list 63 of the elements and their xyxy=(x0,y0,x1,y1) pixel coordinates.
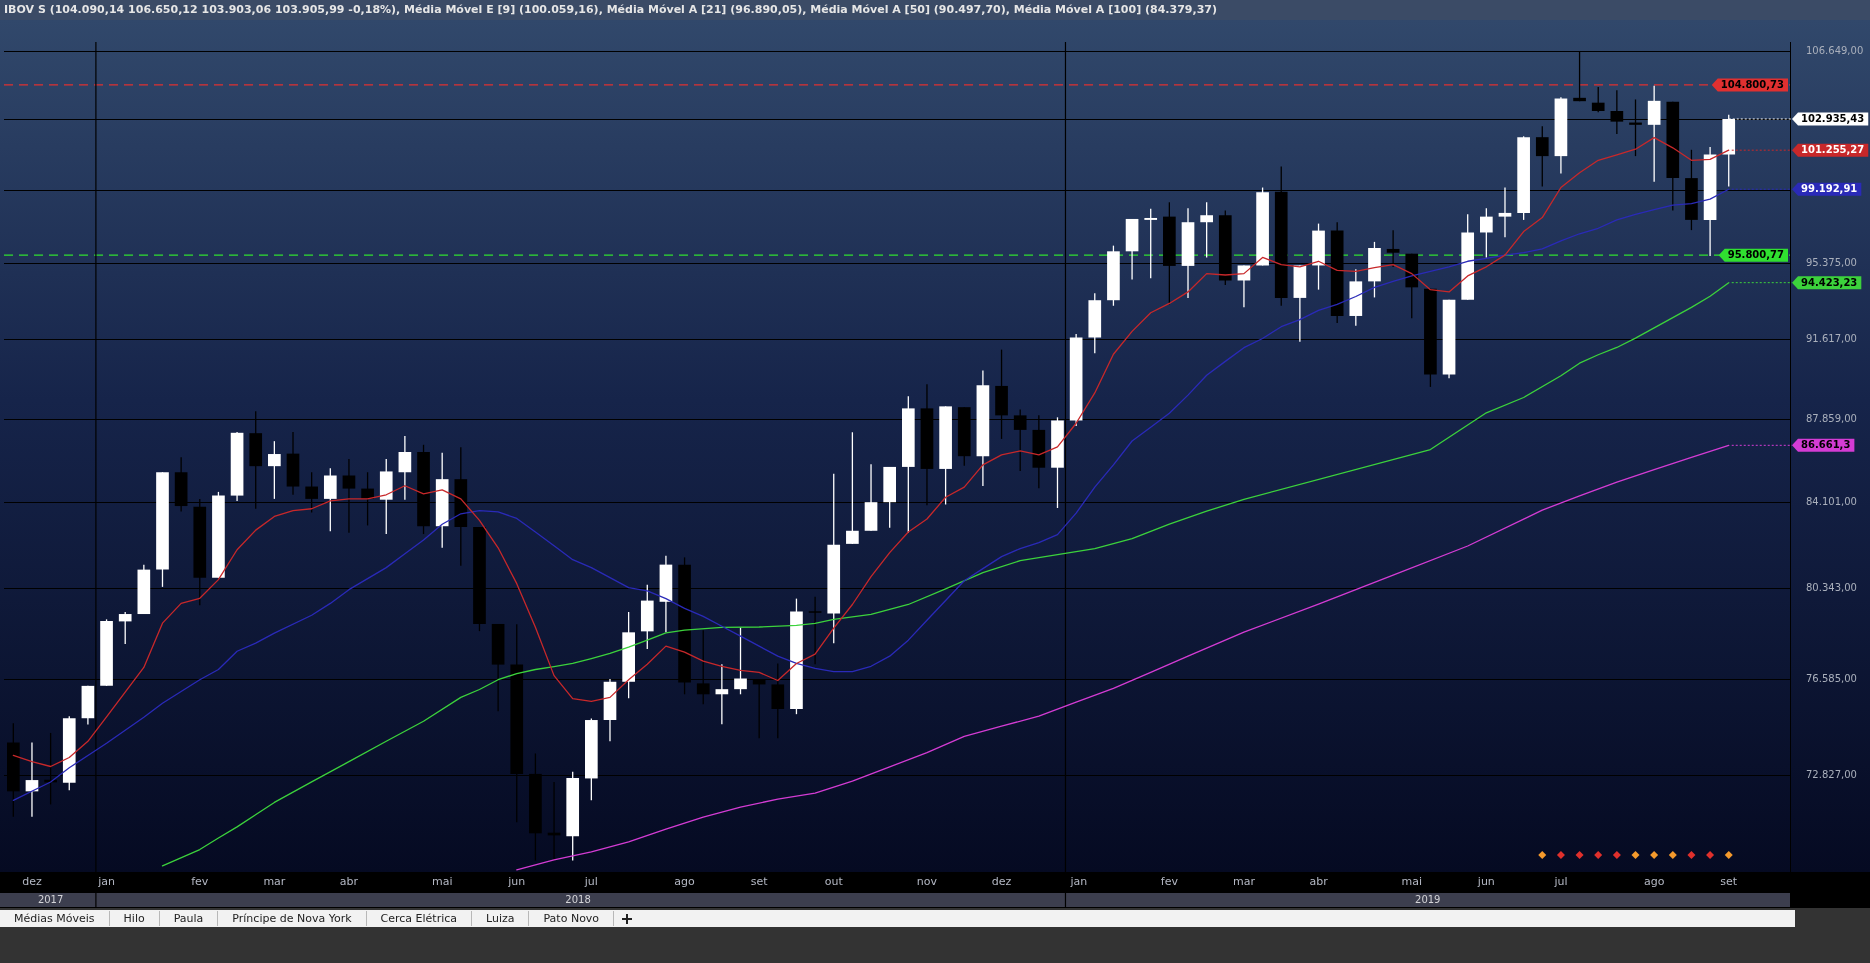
y-tick-label: 84.101,00 xyxy=(1806,495,1857,507)
x-tick-label: jan xyxy=(97,875,115,889)
text: Hilo xyxy=(109,911,160,926)
x-tick-label: mar xyxy=(1232,875,1256,889)
x-tick-label: dez xyxy=(991,875,1012,889)
x-tick-label: abr xyxy=(1309,875,1329,889)
candlestick xyxy=(1144,208,1158,279)
text: Cerca Elétrica xyxy=(366,911,472,926)
y-tick-label: 80.343,00 xyxy=(1806,582,1857,594)
data-label: 99.192,91 xyxy=(1801,183,1858,195)
x-tick-label: jul xyxy=(1553,875,1568,889)
ref-line-label: 104.800,73 xyxy=(1720,79,1785,91)
text: Príncipe de Nova York xyxy=(218,911,367,926)
x-tick-label: mar xyxy=(263,875,286,889)
candlestick xyxy=(1591,86,1605,114)
chart-title: IBOV S (104.090,14 106.650,12 103.903,06 103.905,99 -0,18%), Média Móvel E [9] (100.059,16), Média Móvel A [21] (96.890,05), Média Móvel A [50] (90.497,70), Média Móvel A [100] (84.379,37) xyxy=(0,0,1870,20)
x-tick-label: dez xyxy=(22,875,42,889)
ref-line-label: 95.800,77 xyxy=(1727,249,1785,261)
candlestick xyxy=(734,626,747,695)
x-tick-label: nov xyxy=(916,875,938,889)
candlestick xyxy=(715,663,729,725)
annotation: 102.935,43 xyxy=(1801,113,1865,125)
x2-tick-label: 2018 xyxy=(565,893,591,905)
candlestick xyxy=(1200,201,1213,259)
text: Paula xyxy=(159,911,219,926)
x-tick-label: ago xyxy=(1643,875,1665,889)
y-tick-label: 87.859,00 xyxy=(1806,412,1857,424)
candlestick xyxy=(398,435,412,501)
candlestick xyxy=(846,431,859,545)
y-tick-label: 106.649,00 xyxy=(1806,45,1864,57)
text: Luiza xyxy=(472,911,530,926)
candlestick xyxy=(1647,85,1661,183)
x-tick-label: fev xyxy=(191,875,209,889)
y-tick-label: 72.827,00 xyxy=(1806,768,1857,780)
x-tick-label: mai xyxy=(431,875,453,889)
candlestick xyxy=(268,440,281,500)
candlestick xyxy=(1480,207,1493,259)
x2-tick-label: 2017 xyxy=(37,893,64,905)
data-label: 94.423,23 xyxy=(1801,276,1858,288)
x-tick-label: jun xyxy=(507,875,526,889)
text: Pato Novo xyxy=(529,911,615,926)
x-tick-label: out xyxy=(824,875,844,889)
y-tick-label: 76.585,00 xyxy=(1806,673,1857,685)
candlestick xyxy=(118,611,132,645)
candlestick xyxy=(1535,125,1549,188)
data-label: 86.661,3 xyxy=(1801,439,1851,451)
candlestick xyxy=(323,467,337,532)
candlestick xyxy=(808,596,822,665)
text: Médias Móveis xyxy=(0,911,110,926)
x-tick-label: jun xyxy=(1476,875,1495,889)
y-tick-label: 95.375,00 xyxy=(1806,257,1857,269)
data-label: 101.255,27 xyxy=(1801,144,1865,156)
x-tick-label: jan xyxy=(1069,875,1088,889)
x-tick-label: set xyxy=(1720,875,1738,889)
x-tick-label: fev xyxy=(1160,875,1179,889)
x-tick-label: mai xyxy=(1401,875,1423,889)
x-tick-label: set xyxy=(750,875,769,889)
y-tick-label: 91.617,00 xyxy=(1806,333,1857,345)
x-tick-label: jul xyxy=(583,875,598,889)
x-tick-label: ago xyxy=(674,875,696,889)
candlestick xyxy=(1498,186,1512,238)
x-tick-label: abr xyxy=(339,875,359,889)
x2-tick-label: 2019 xyxy=(1415,893,1441,905)
